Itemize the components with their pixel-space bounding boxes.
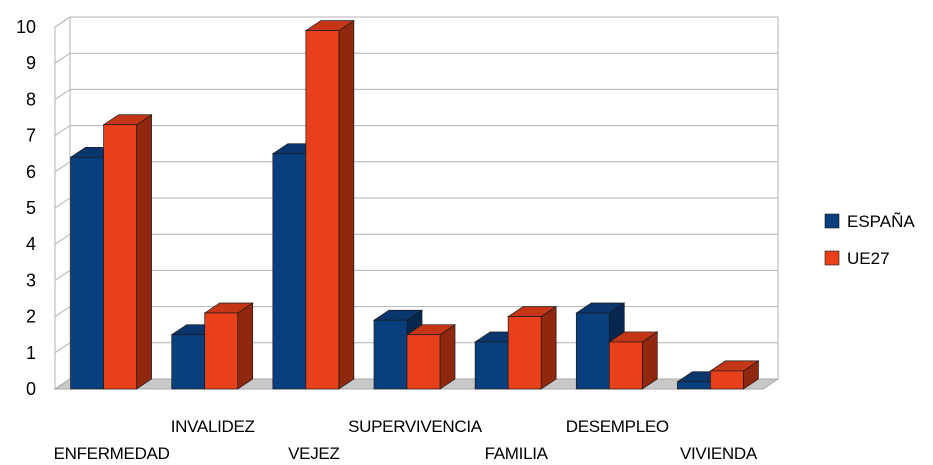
y-tick-label: 10 <box>16 17 36 37</box>
gridline <box>54 161 778 173</box>
gridline <box>54 52 778 64</box>
gridline <box>54 88 778 100</box>
bar-front <box>406 334 441 390</box>
y-tick-label: 6 <box>26 162 36 182</box>
x-category-label: FAMILIA <box>485 444 549 463</box>
x-category-label: VIVIENDA <box>680 444 758 463</box>
bar-front <box>272 153 307 390</box>
bar-front <box>171 334 206 390</box>
x-category-label: VEJEZ <box>288 444 339 463</box>
bar <box>709 360 760 390</box>
bar-side <box>237 302 254 390</box>
bar-front <box>204 312 239 390</box>
legend-label: ESPAÑA <box>847 212 915 231</box>
y-tick-label: 5 <box>26 198 36 218</box>
bar-side <box>338 19 355 390</box>
x-category-label: SUPERVIVENCIA <box>348 417 483 436</box>
legend-swatch <box>824 213 840 229</box>
y-tick-label: 4 <box>26 234 36 254</box>
bar-front <box>507 316 542 390</box>
bar <box>506 305 558 390</box>
y-tick-label: 2 <box>26 307 36 327</box>
bar-side <box>439 324 456 390</box>
x-category-label: ENFERMEDAD <box>54 444 170 463</box>
bar <box>203 302 254 390</box>
bar <box>405 324 457 390</box>
bar-front <box>373 319 408 390</box>
bar-front <box>608 341 643 390</box>
bar-front <box>103 124 137 390</box>
x-category-label: INVALIDEZ <box>171 417 255 436</box>
gridline <box>54 16 778 28</box>
gridline <box>54 197 778 209</box>
bar-front <box>70 156 104 390</box>
bar-side <box>136 114 152 390</box>
legend: ESPAÑA UE27 <box>824 212 915 268</box>
y-tick-label: 0 <box>26 379 36 399</box>
bar-front <box>305 30 340 390</box>
bars <box>69 19 760 390</box>
gridline <box>54 233 778 245</box>
bar-side <box>540 305 557 390</box>
bar <box>608 331 659 390</box>
bar-front <box>474 341 509 390</box>
gridline <box>54 269 778 281</box>
bar <box>102 114 153 390</box>
y-tick-label: 8 <box>26 89 36 109</box>
bar-front <box>575 312 610 390</box>
bar-front <box>710 370 744 390</box>
legend-swatch <box>824 250 840 266</box>
y-tick-label: 9 <box>26 53 36 73</box>
y-axis-ticks: 0 1 2 3 4 5 6 7 8 9 10 <box>16 17 36 399</box>
legend-label: UE27 <box>847 249 890 268</box>
gridline <box>54 125 778 137</box>
y-tick-label: 7 <box>26 126 36 146</box>
bar-front <box>677 381 711 390</box>
y-tick-label: 3 <box>26 270 36 290</box>
x-category-label: DESEMPLEO <box>566 417 669 436</box>
bar <box>304 19 356 390</box>
y-tick-label: 1 <box>26 343 36 363</box>
